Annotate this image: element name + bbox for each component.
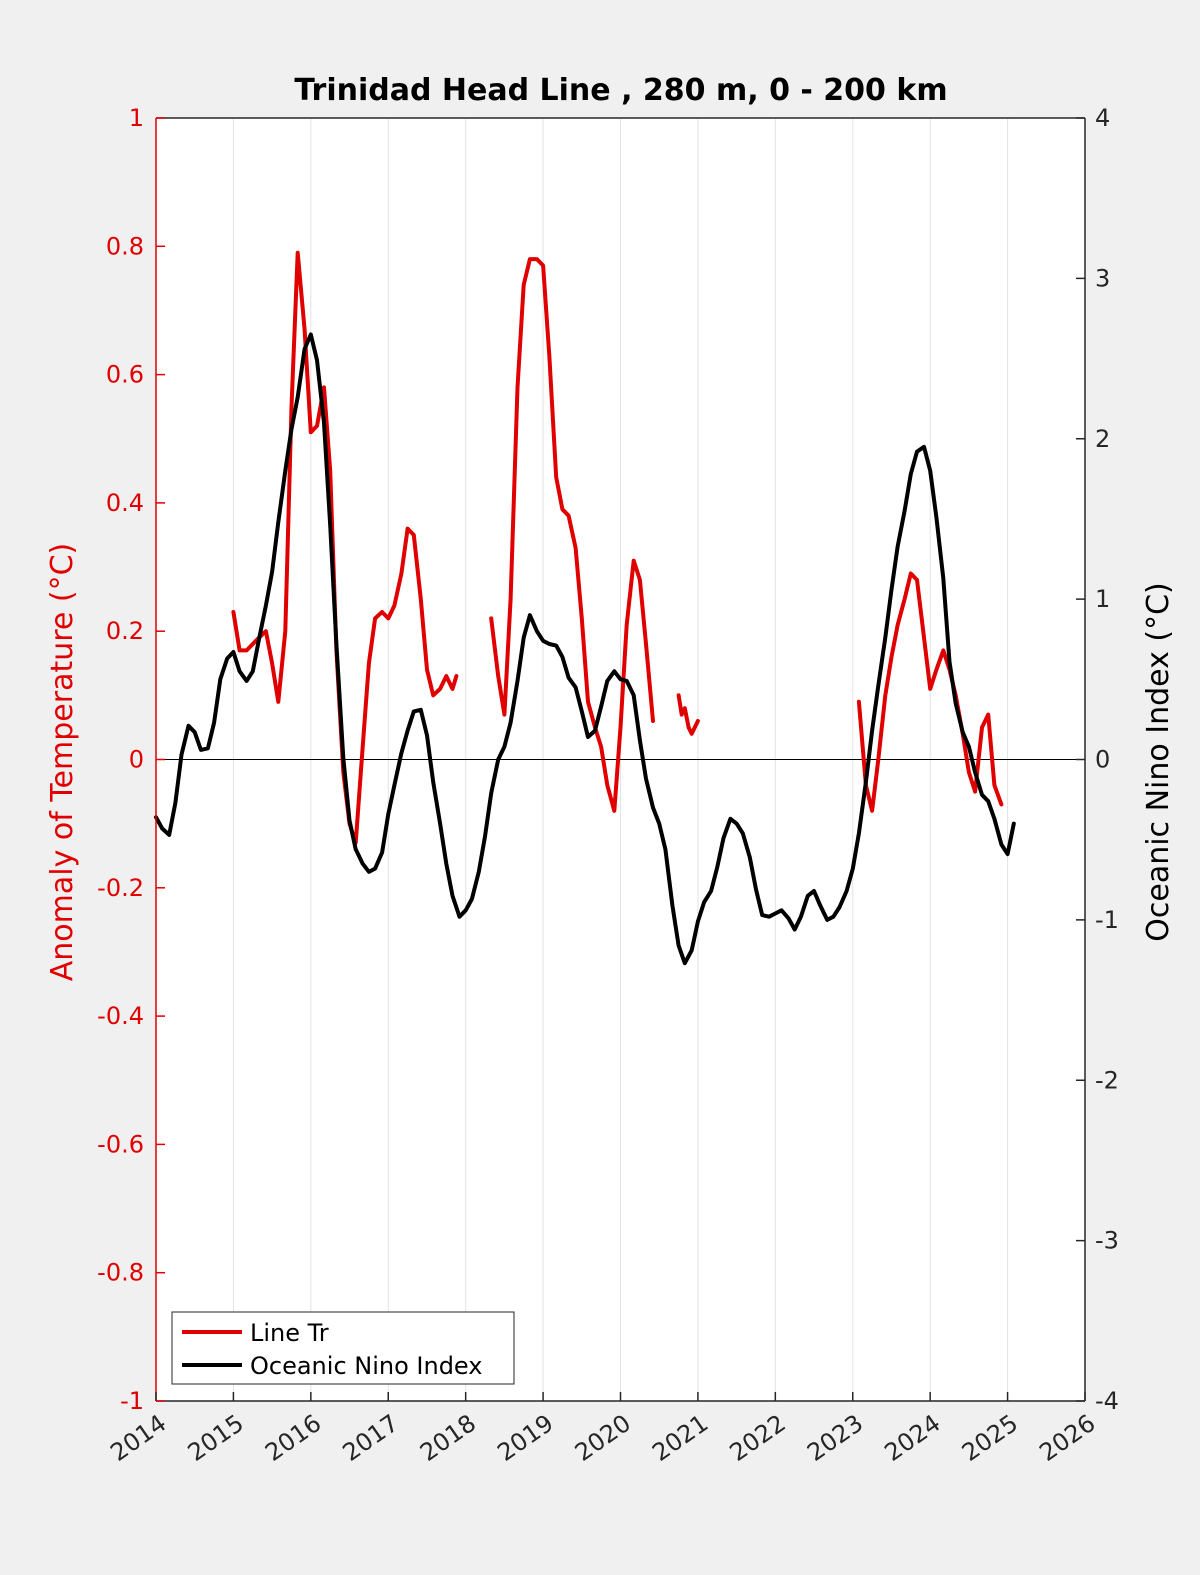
left-tick-label-0: 0 [129, 746, 144, 774]
legend-label-oni: Oceanic Nino Index [250, 1352, 482, 1380]
left-tick-label--1: -1 [120, 1387, 144, 1415]
series-segment-1-0 [154, 332, 1016, 966]
left-tick-label--0.4: -0.4 [97, 1002, 144, 1030]
left-tick-label-1: 1 [129, 104, 144, 132]
chart-title: Trinidad Head Line , 280 m, 0 - 200 km [294, 73, 947, 108]
right-tick-label-1: 1 [1095, 585, 1110, 613]
right-tick-label--2: -2 [1095, 1066, 1119, 1094]
left-tick-label--0.6: -0.6 [97, 1130, 144, 1158]
left-tick-label-0.6: 0.6 [106, 361, 144, 389]
left-tick-label-0.2: 0.2 [106, 617, 144, 645]
series-segment-0-1 [489, 257, 655, 813]
legend: Line Tr Oceanic Nino Index [171, 1311, 515, 1385]
legend-box [171, 1311, 515, 1385]
right-tick-label--4: -4 [1095, 1387, 1119, 1415]
right-tick-label-4: 4 [1095, 104, 1110, 132]
left-tick-label--0.8: -0.8 [97, 1259, 144, 1287]
right-tick-label-0: 0 [1095, 746, 1110, 774]
series-oceanic-nino-index [154, 332, 1016, 966]
left-y-axis-label: Anomaly of Temperature (°C) [45, 543, 80, 982]
left-tick-label-0.4: 0.4 [106, 489, 144, 517]
left-tick-label-0.8: 0.8 [106, 232, 144, 260]
left-tick-label--0.2: -0.2 [97, 874, 144, 902]
right-y-axis-label: Oceanic Nino Index (°C) [1141, 582, 1176, 942]
left-y-axis-ticks: 1 0.8 0.6 0.4 0.2 0 -0.2 -0.4 -0.6 -0.8 -1 [97, 104, 165, 1415]
right-tick-label-3: 3 [1095, 264, 1110, 292]
series-segment-0-3 [856, 571, 1004, 813]
right-tick-label--3: -3 [1095, 1227, 1119, 1255]
series-segment-0-2 [676, 693, 700, 736]
right-tick-label-2: 2 [1095, 425, 1110, 453]
right-tick-label--1: -1 [1095, 906, 1119, 934]
right-y-axis-ticks: 4 3 2 1 0 -1 -2 -3 -4 [1076, 104, 1119, 1415]
legend-label-line-tr: Line Tr [250, 1319, 329, 1347]
series-lines [154, 250, 1016, 966]
